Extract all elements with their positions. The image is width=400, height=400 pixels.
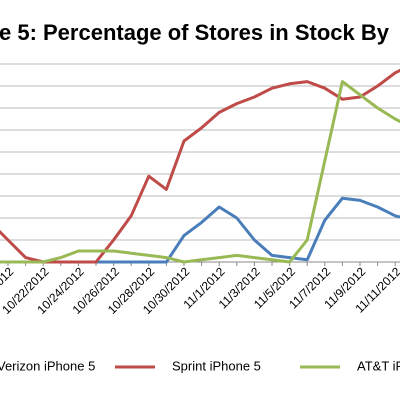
series-line: [0, 80, 400, 264]
legend-label: Verizon iPhone 5: [0, 358, 95, 373]
chart-title: Figure 5: Percentage of Stores in Stock …: [0, 20, 390, 45]
series-line: [0, 196, 400, 264]
legend-label: AT&T iPhone 5: [357, 358, 400, 373]
series-line: [0, 68, 400, 264]
legend-label: Sprint iPhone 5: [172, 358, 261, 373]
